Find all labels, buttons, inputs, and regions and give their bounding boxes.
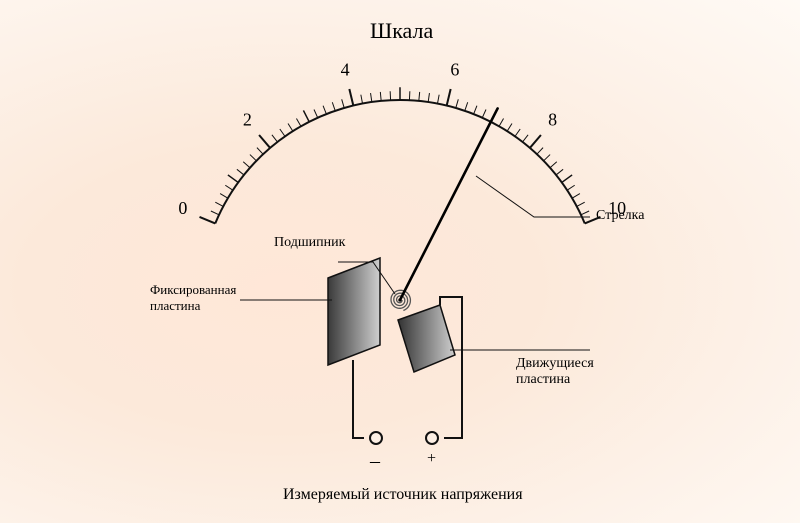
pointer-label: Стрелка <box>596 208 644 224</box>
scale-tick <box>220 194 228 199</box>
scale-tick <box>323 106 326 114</box>
scale-tick <box>257 148 263 155</box>
scale-tick <box>371 93 372 102</box>
minus-label: – <box>370 450 380 473</box>
scale-tick <box>523 135 529 142</box>
scale-number: 8 <box>548 109 557 129</box>
scale-tick <box>465 102 468 111</box>
scale-tick <box>537 148 543 155</box>
scale-tick <box>225 185 233 190</box>
plus-label: + <box>427 450 436 468</box>
scale-number: 2 <box>243 109 252 129</box>
scale-arc-path <box>215 100 585 223</box>
scale-tick <box>211 211 219 215</box>
bearing-label: Подшипник <box>274 235 345 251</box>
scale-tick <box>272 135 278 142</box>
scale-number: 4 <box>341 60 350 80</box>
scale-tick <box>572 194 580 199</box>
scale-number: 6 <box>450 60 459 80</box>
scale-tick <box>550 162 557 168</box>
terminal-minus-icon <box>370 432 382 444</box>
scale-tick <box>437 95 439 104</box>
scale-tick <box>482 110 486 118</box>
scale-tick <box>296 118 300 126</box>
scale-arc: 0246810 <box>178 60 626 224</box>
leader-pointer <box>476 176 590 217</box>
moving-plate <box>398 305 455 372</box>
terminal-plus-icon <box>426 432 438 444</box>
scale-tick <box>419 92 420 101</box>
scale-tick <box>243 162 250 168</box>
scale-tick <box>447 89 451 106</box>
scale-tick <box>314 110 318 118</box>
source-label: Измеряемый источник напряжения <box>283 486 523 504</box>
fixed-plate-label: Фиксированная пластина <box>150 282 236 314</box>
scale-tick <box>342 99 345 108</box>
scale-tick <box>544 155 550 161</box>
scale-tick <box>215 202 223 206</box>
scale-tick <box>507 124 512 132</box>
scale-tick <box>499 118 503 126</box>
needle <box>400 108 498 300</box>
moving-plate-label: Движущиеся пластина <box>516 356 594 388</box>
scale-number: 0 <box>178 198 187 218</box>
scale-tick <box>530 135 541 148</box>
scale-tick <box>349 89 353 106</box>
scale-tick <box>577 202 585 206</box>
scale-tick <box>237 169 244 175</box>
scale-tick <box>456 99 459 108</box>
scale-tick <box>428 93 429 102</box>
scale-tick <box>515 129 520 136</box>
scale-tick <box>332 102 335 111</box>
scale-tick <box>562 175 572 182</box>
scale-tick <box>228 175 238 182</box>
scale-tick <box>259 135 270 148</box>
fixed-plate <box>328 258 380 365</box>
diagram-svg: 0246810 <box>0 0 800 523</box>
scale-tick <box>581 211 589 215</box>
scale-tick <box>361 95 363 104</box>
scale-tick <box>280 129 285 136</box>
scale-tick <box>288 124 293 132</box>
scale-tick <box>200 217 216 224</box>
scale-tick <box>380 92 381 101</box>
scale-tick <box>474 106 477 114</box>
scale-tick <box>303 110 309 121</box>
scale-tick <box>250 155 256 161</box>
scale-tick <box>567 185 575 190</box>
wire-fixed <box>353 360 364 438</box>
scale-tick <box>556 169 563 175</box>
